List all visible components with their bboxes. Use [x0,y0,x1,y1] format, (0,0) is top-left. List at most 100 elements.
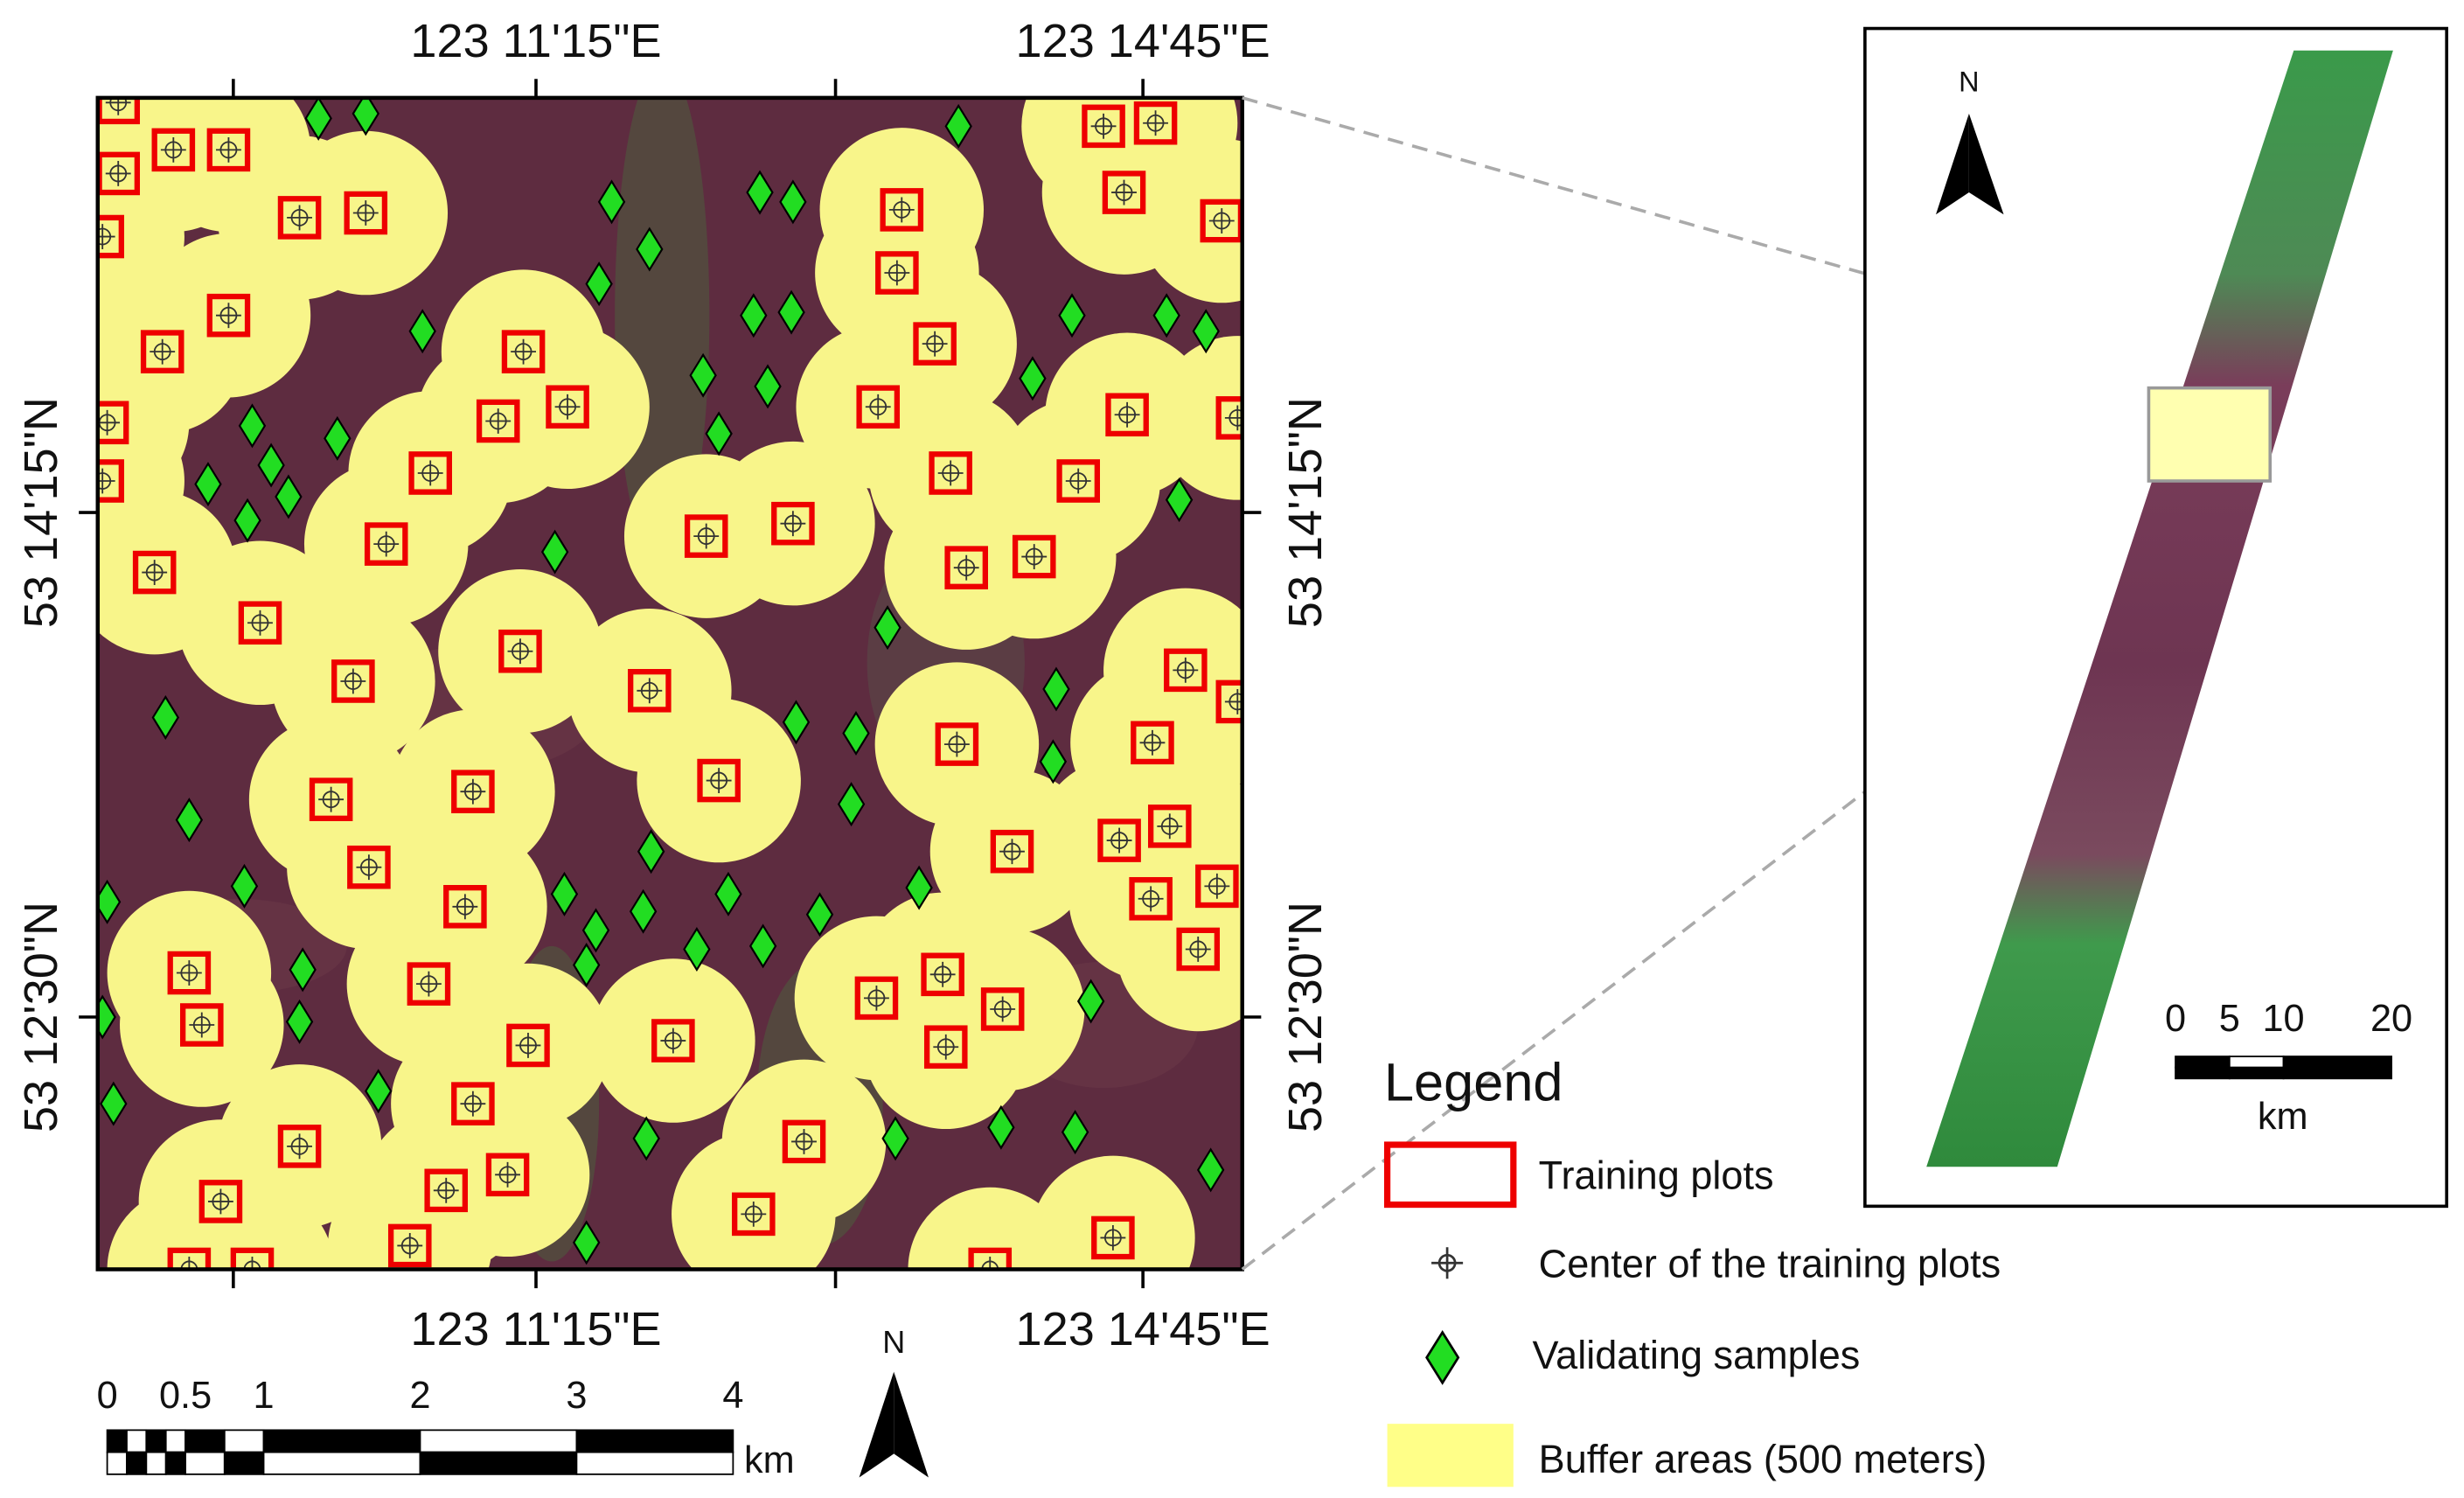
plot-crosshair [160,136,186,163]
plot-square [651,1019,695,1063]
plot-crosshair [977,1257,1003,1270]
plot-square [498,629,542,673]
training-plot [140,330,184,373]
training-plot [151,128,196,172]
plot-crosshair [287,1133,312,1160]
scale-segment [262,1429,421,1453]
validating-sample [365,1069,393,1114]
plot-square [1131,721,1174,765]
training-plot [206,293,251,338]
plot-square [277,1125,322,1168]
plot-square [1082,104,1125,149]
plot-crosshair [176,960,202,986]
plot-crosshair [495,1161,520,1188]
plot-square [97,401,129,445]
plot-crosshair [1106,827,1132,854]
validating-sample [97,994,116,1040]
image-strip [1926,50,2393,1167]
connector [1241,479,2272,1271]
training-plot [309,777,353,821]
training-plot [990,829,1034,874]
legend-symbol [1431,1247,1464,1279]
north-arrow [894,1371,929,1478]
training-plot [856,385,901,429]
plot-crosshair [741,1201,767,1227]
training-plot [485,1153,530,1197]
plot-square [407,962,451,1006]
scale-segment [419,1451,578,1475]
validating-sample [550,871,579,916]
training-plot [854,976,899,1021]
plot-crosshair [1139,729,1166,756]
plot-square [782,1119,826,1164]
training-plot [968,1247,1013,1270]
training-plot [1105,393,1149,437]
scale-unit: km [2258,1096,2308,1138]
validating-sample [1039,739,1068,784]
plot-square [1215,396,1242,440]
north-arrow [859,1371,894,1478]
plot-square [1012,534,1056,579]
plot-crosshair [554,394,581,420]
plot-crosshair [1065,468,1091,494]
plot-square [771,501,815,546]
graticule-ticks [79,79,1262,1289]
plot-square [1097,819,1141,862]
plot-crosshair [352,200,379,226]
validating-sample [304,97,332,141]
validating-sample [324,415,352,461]
plot-square [277,196,322,240]
training-plot [935,722,979,766]
plot-square [628,669,672,713]
y-coord-label: 53 12'30"N [1279,902,1332,1132]
training-plot [921,952,964,997]
plot-crosshair [397,1233,423,1258]
validating-sample [987,1104,1015,1150]
training-plot [944,546,988,589]
training-plot [980,987,1025,1031]
buffer [908,1187,1072,1270]
legend-symbol [1387,1424,1514,1488]
training-plot [451,770,495,813]
training-plot [167,1247,212,1270]
training-plot [443,885,487,929]
plot-crosshair [511,338,537,365]
plot-crosshair [189,1012,215,1038]
scale-segment [184,1451,226,1475]
plot-square [854,976,899,1021]
plot-square [923,1025,968,1070]
training-plot [684,514,728,558]
north-arrow [1936,113,1969,215]
plot-crosshair [1100,1224,1126,1251]
x-coord-label: 123 14'45"E [1016,1303,1270,1355]
training-plot [732,1192,776,1237]
plot-crosshair [1090,113,1117,139]
training-plot [347,845,391,889]
plot-square [1105,393,1149,437]
plot-crosshair [318,786,345,812]
training-plot [771,501,815,546]
plot-crosshair [1208,208,1235,233]
y-coord-label: 53 14'15"N [1279,397,1332,628]
plot-square [167,1247,212,1270]
plot-crosshair [1204,873,1230,899]
scale-tick-label: 2 [409,1375,430,1417]
scale-segment [126,1451,148,1475]
validating-sample [944,103,972,149]
training-plot [929,451,972,495]
validating-sample [585,261,613,307]
scale-tick-label: 0.5 [159,1375,212,1417]
training-plot [97,214,124,259]
validating-sample [100,1081,128,1126]
validating-sample [1165,477,1194,523]
legend-title: Legend [1384,1053,1563,1112]
plot-crosshair [1224,405,1242,431]
buffer [672,1132,836,1270]
training-plot [1215,396,1242,440]
training-plot [424,1168,469,1213]
plot-square [387,1223,432,1268]
study-area [2147,386,2273,483]
training-plot [923,1025,968,1070]
scale-segment [106,1429,128,1453]
plot-square [1102,171,1146,214]
